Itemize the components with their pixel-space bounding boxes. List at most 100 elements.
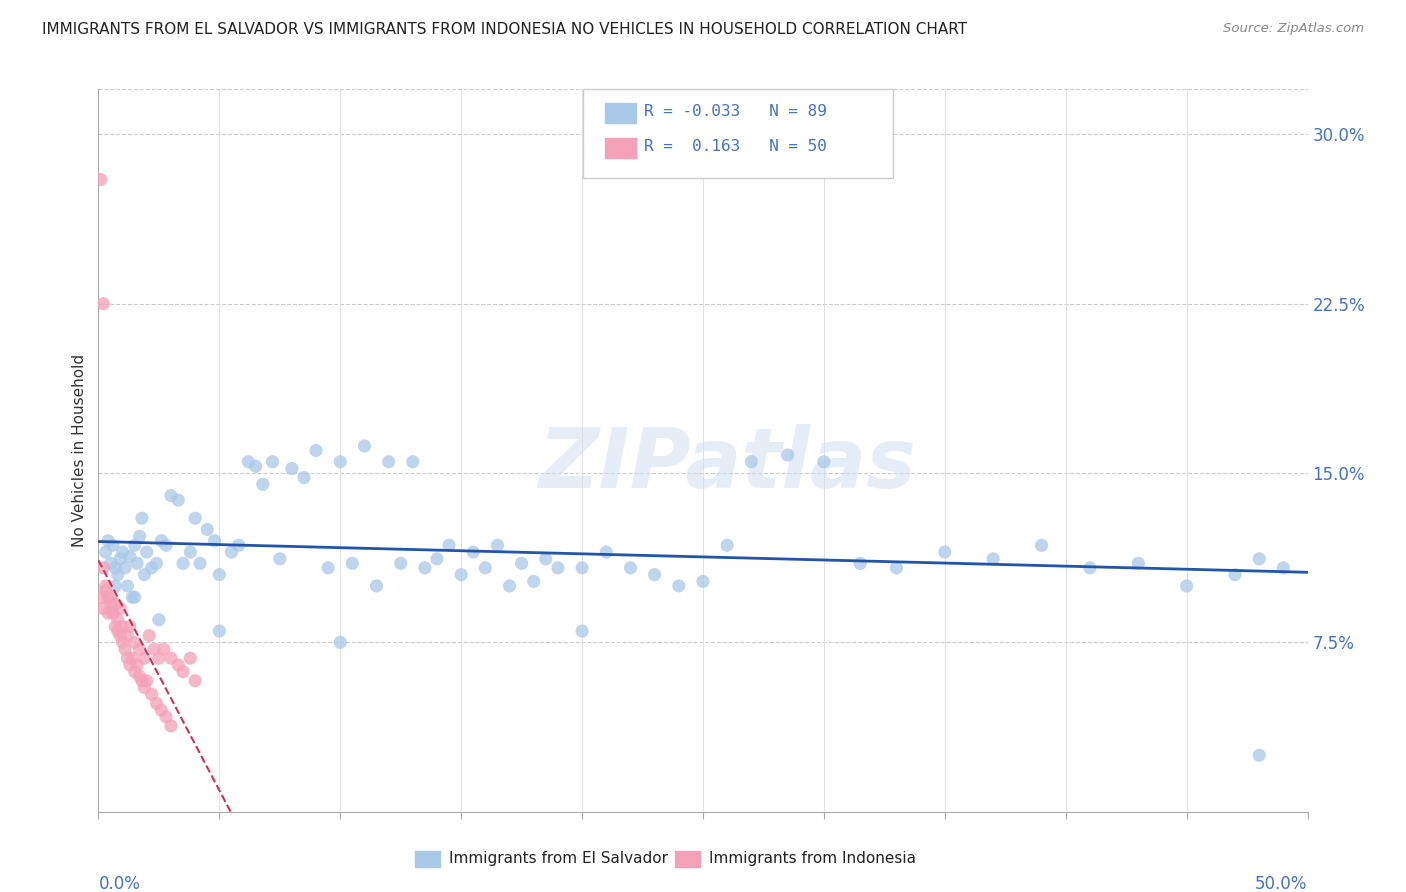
Point [1272,561,1295,575]
Point [97,606,120,620]
Text: R = -0.033   N = 89: R = -0.033 N = 89 [644,104,827,119]
Point [100,591,122,605]
Point [1249,551,1271,566]
Point [208,624,231,639]
Point [101,538,124,552]
Point [90,172,112,186]
Point [117,651,139,665]
Point [152,642,174,657]
Point [316,561,339,575]
Point [91,601,114,615]
Point [463,545,485,559]
Point [245,459,267,474]
Point [1031,538,1053,552]
Point [107,613,129,627]
Point [118,549,141,564]
Point [148,651,170,665]
Point [1223,567,1246,582]
Point [886,561,908,575]
Point [135,673,157,688]
Point [111,545,134,559]
Point [167,657,190,672]
Point [377,455,399,469]
Point [111,635,134,649]
Point [141,687,163,701]
Point [195,523,218,537]
Point [118,619,141,633]
Point [204,533,226,548]
Point [108,601,131,615]
Point [94,583,117,598]
Point [692,574,714,589]
Point [104,619,127,633]
Point [571,624,593,639]
Point [510,557,533,571]
Point [94,579,117,593]
Y-axis label: No Vehicles in Household: No Vehicles in Household [72,354,87,547]
Point [269,551,291,566]
Point [426,551,449,566]
Point [155,538,177,552]
Text: Source: ZipAtlas.com: Source: ZipAtlas.com [1223,22,1364,36]
Point [121,651,143,665]
Point [342,557,364,571]
Point [413,561,436,575]
Point [104,597,127,611]
Text: ZIPatlas: ZIPatlas [538,425,917,506]
Point [100,557,122,571]
Point [402,455,425,469]
Point [184,511,207,525]
Point [104,579,127,593]
Point [619,561,641,575]
Point [117,629,139,643]
Point [160,651,183,665]
Point [124,635,146,649]
Point [124,538,146,552]
Point [160,489,183,503]
Point [114,561,136,575]
Point [167,493,190,508]
Point [644,567,666,582]
Point [486,538,509,552]
Point [127,557,149,571]
Point [281,461,304,475]
Point [100,597,122,611]
Point [208,567,231,582]
Point [172,557,194,571]
Point [329,635,352,649]
Text: R =  0.163   N = 50: R = 0.163 N = 50 [644,139,827,153]
Point [107,567,129,582]
Point [450,567,472,582]
Point [172,665,194,679]
Point [776,448,799,462]
Point [104,561,127,575]
Point [1175,579,1198,593]
Point [238,455,260,469]
Point [127,657,149,672]
Point [150,533,173,548]
Point [91,561,114,575]
Point [91,296,114,310]
Point [668,579,690,593]
Point [138,629,160,643]
Text: Immigrants from Indonesia: Immigrants from Indonesia [709,852,915,866]
Point [124,665,146,679]
Point [101,606,124,620]
Point [547,561,569,575]
Point [188,557,211,571]
Point [150,703,173,717]
Point [134,681,156,695]
Point [740,455,762,469]
Point [353,439,375,453]
Point [118,657,141,672]
Point [128,529,150,543]
Point [148,613,170,627]
Point [228,538,250,552]
Point [117,579,139,593]
Point [114,642,136,657]
Point [262,455,284,469]
Point [155,710,177,724]
Point [221,545,243,559]
Text: 0.0%: 0.0% [98,875,141,892]
Point [128,669,150,683]
